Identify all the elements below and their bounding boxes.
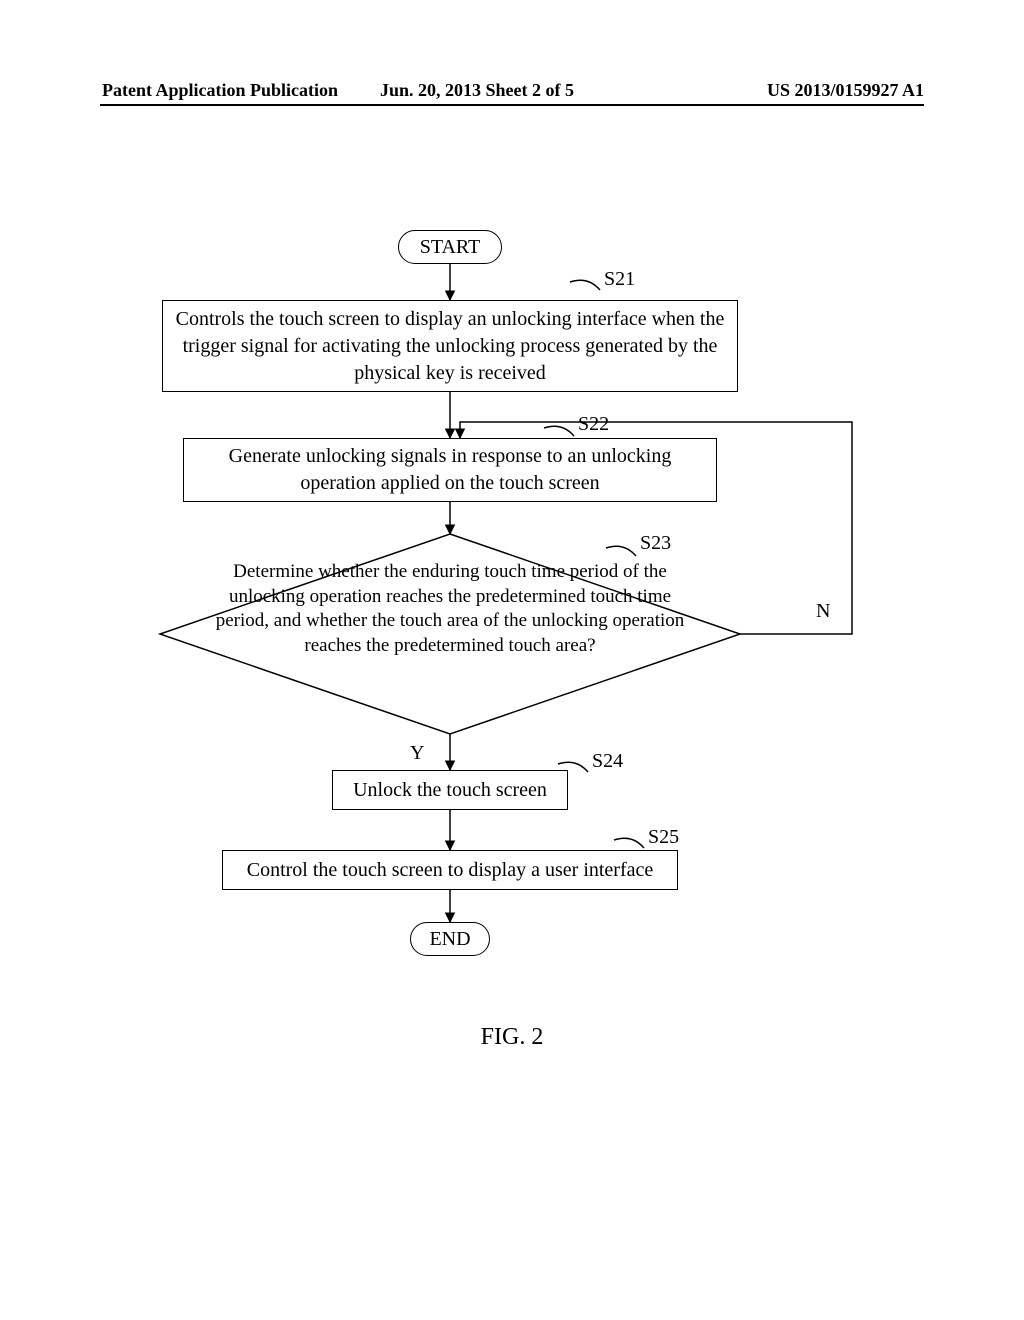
flowchart-svg [0,0,1024,1320]
step-tag-s24: S24 [592,750,623,773]
leader-s25 [614,838,644,848]
step-tag-s23: S23 [640,532,671,555]
branch-no: N [816,600,830,623]
leader-s21 [570,280,600,290]
leader-s22 [544,426,574,436]
step-tag-s21: S21 [604,268,635,291]
step-tag-s25: S25 [648,826,679,849]
decision-s23-text: Determine whether the enduring touch tim… [210,560,690,659]
figure-label: FIG. 2 [0,1024,1024,1051]
branch-yes: Y [410,742,424,765]
step-tag-s22: S22 [578,413,609,436]
leader-s23 [606,546,636,556]
leader-s24 [558,762,588,772]
flowchart-canvas: START Controls the touch screen to displ… [0,0,1024,1320]
